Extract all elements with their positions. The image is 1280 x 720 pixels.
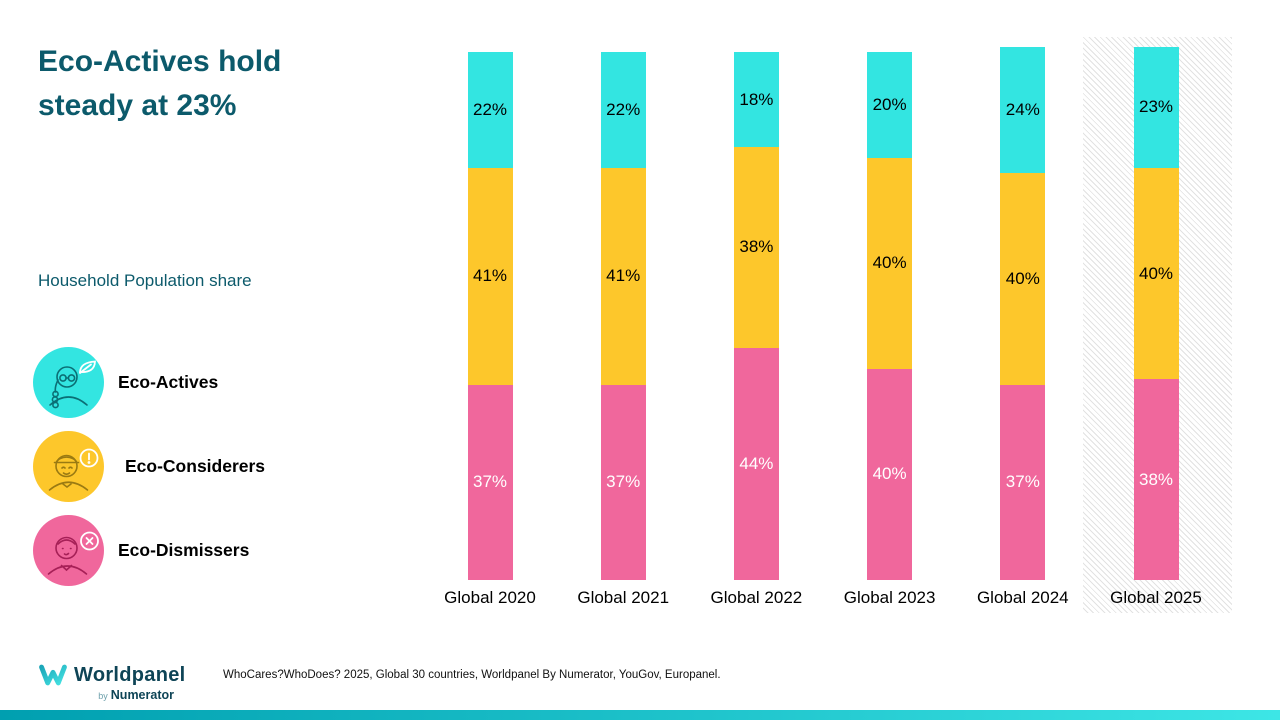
axis-label-global-2022: Global 2022 (710, 588, 803, 607)
bar-value-label: 37% (1005, 472, 1040, 492)
bar-value-label: 24% (1005, 100, 1040, 120)
bar-value-label: 38% (739, 237, 774, 257)
bar-segment-eco-actives: 22% (467, 52, 513, 169)
bar-value-label: 44% (739, 453, 774, 473)
chart-subtitle: Household Population share (38, 271, 252, 290)
worldpanel-w-icon (39, 664, 67, 686)
bar-segment-eco-dismissers: 37% (467, 384, 513, 580)
axis-label-global-2020: Global 2020 (444, 588, 536, 607)
eco-dismissers-person-cross-icon (33, 515, 104, 586)
bottom-accent-strip (0, 710, 1280, 720)
bar-segment-eco-actives: 22% (600, 52, 646, 169)
numerator-logo-text: by Numerator (74, 686, 174, 704)
page-title-line1: Eco-Actives hold (38, 45, 282, 78)
bar-segment-eco-dismissers: 37% (600, 384, 646, 580)
bar-column-global-2020: 22% 41% 37% (467, 52, 513, 580)
bar-value-label: 20% (872, 94, 907, 114)
worldpanel-logo-text: Worldpanel (74, 664, 186, 686)
legend-label-eco-actives: Eco-Actives (118, 372, 219, 392)
bar-segment-eco-dismissers: 44% (733, 347, 779, 580)
bar-value-label: 40% (872, 253, 907, 273)
highlight-hatch-panel (1083, 37, 1232, 613)
bar-value-label: 22% (606, 100, 641, 120)
chart-legend: Eco-Actives Ec (33, 347, 265, 599)
legend-label-eco-dismissers: Eco-Dismissers (118, 540, 250, 560)
eco-considerers-person-alert-icon (33, 431, 104, 502)
bar-value-label: 41% (472, 266, 508, 286)
legend-item-eco-considerers: Eco-Considerers (33, 431, 265, 502)
bar-value-label: 40% (1005, 269, 1040, 289)
bar-value-label: 37% (472, 472, 508, 492)
legend-item-eco-actives: Eco-Actives (33, 347, 265, 418)
bar-segment-eco-dismissers: 37% (1000, 384, 1046, 580)
eco-actives-person-leaf-icon (33, 347, 104, 418)
bar-segment-eco-considerers: 38% (733, 147, 779, 348)
axis-label-global-2023: Global 2023 (843, 588, 936, 607)
bar-segment-eco-considerers: 40% (1000, 173, 1046, 385)
bar-column-global-2024: 24% 40% 37% (1000, 46, 1046, 580)
bar-segment-eco-actives: 18% (733, 52, 779, 148)
worldpanel-logo: Worldpanel by Numerator (38, 660, 218, 702)
logo-company-text: Numerator (110, 688, 174, 702)
bar-value-label: 18% (739, 89, 774, 109)
bar-segment-eco-actives: 24% (1000, 46, 1046, 174)
bar-value-label: 22% (472, 100, 508, 120)
bar-value-label: 37% (606, 472, 641, 492)
page-title: Eco-Actives hold steady at 23% (38, 40, 378, 128)
bar-segment-eco-dismissers: 40% (867, 368, 913, 580)
legend-item-eco-dismissers: Eco-Dismissers (33, 515, 265, 586)
bar-value-label: 40% (872, 464, 907, 484)
source-citation: WhoCares?WhoDoes? 2025, Global 30 countr… (223, 669, 721, 681)
legend-label-eco-considerers: Eco-Considerers (125, 456, 266, 476)
bar-column-global-2023: 20% 40% 40% (867, 52, 913, 580)
page-title-line2: steady at 23% (38, 89, 237, 122)
logo-by-text: by (98, 691, 108, 701)
bar-value-label: 41% (606, 266, 641, 286)
bar-segment-eco-actives: 20% (867, 52, 913, 158)
axis-label-global-2024: Global 2024 (976, 588, 1069, 607)
bar-segment-eco-considerers: 41% (600, 168, 646, 385)
axis-label-global-2021: Global 2021 (577, 588, 670, 607)
bar-segment-eco-considerers: 40% (867, 157, 913, 369)
bar-segment-eco-considerers: 41% (467, 168, 513, 385)
bar-column-global-2022: 18% 38% 44% (733, 52, 779, 580)
bar-column-global-2021: 22% 41% 37% (600, 52, 646, 580)
